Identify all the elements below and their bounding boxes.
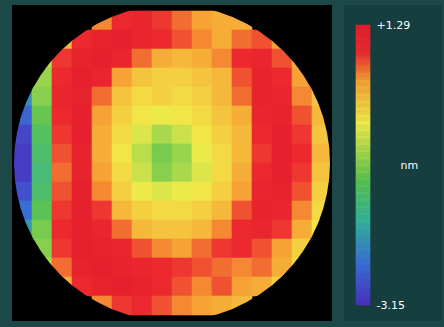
- svg-text:nm: nm: [401, 159, 419, 172]
- svg-text:-3.15: -3.15: [377, 299, 405, 312]
- svg-text:+1.29: +1.29: [377, 19, 411, 32]
